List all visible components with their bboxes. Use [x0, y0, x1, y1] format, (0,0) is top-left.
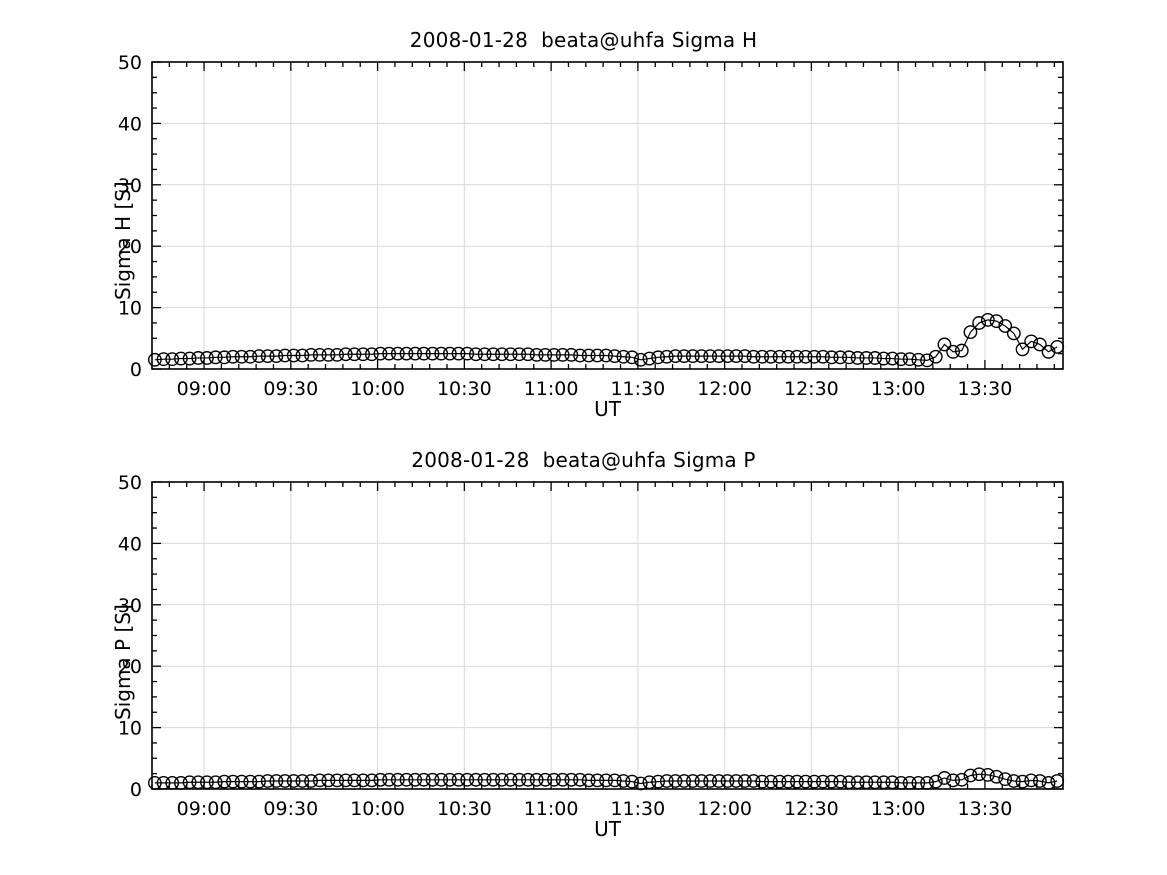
- x-axis-label-sigma-p: UT: [594, 817, 621, 841]
- svg-text:10:30: 10:30: [437, 378, 492, 400]
- plot-area-sigma-p: 0 10 20 30 40 50 09:00 09:30 10:00 10:30 11:00 11:3…: [118, 472, 1065, 820]
- x-axis-label-sigma-h: UT: [594, 397, 621, 421]
- svg-text:13:30: 13:30: [958, 798, 1013, 820]
- svg-text:10: 10: [118, 298, 142, 320]
- svg-text:12:00: 12:00: [697, 798, 752, 820]
- svg-text:10:30: 10:30: [437, 798, 492, 820]
- svg-text:12:30: 12:30: [784, 378, 839, 400]
- svg-text:40: 40: [118, 113, 142, 135]
- plot-area-sigma-h: 0 10 20 30 40 50 09:00 09:30 10:00 10:30 11:00 11:3…: [118, 52, 1065, 400]
- svg-text:13:30: 13:30: [958, 378, 1013, 400]
- svg-text:30: 30: [118, 595, 142, 617]
- svg-text:50: 50: [118, 52, 142, 74]
- panel-sigma-h: 2008-01-28 beata@uhfa Sigma H Sigma H [S…: [0, 0, 1167, 430]
- svg-text:11:00: 11:00: [524, 798, 579, 820]
- svg-text:40: 40: [118, 533, 142, 555]
- svg-text:13:00: 13:00: [871, 798, 926, 820]
- svg-text:13:00: 13:00: [871, 378, 926, 400]
- svg-text:12:30: 12:30: [784, 798, 839, 820]
- svg-text:10: 10: [118, 718, 142, 740]
- chart-title-sigma-h: 2008-01-28 beata@uhfa Sigma H: [409, 28, 758, 52]
- chart-title-sigma-p: 2008-01-28 beata@uhfa Sigma P: [411, 448, 756, 472]
- svg-text:10:00: 10:00: [350, 798, 405, 820]
- svg-text:09:30: 09:30: [263, 798, 318, 820]
- svg-text:11:30: 11:30: [610, 798, 665, 820]
- svg-text:30: 30: [118, 175, 142, 197]
- svg-text:20: 20: [118, 236, 142, 258]
- svg-text:50: 50: [118, 472, 142, 494]
- svg-text:11:00: 11:00: [524, 378, 579, 400]
- panel-sigma-p: 2008-01-28 beata@uhfa Sigma P Sigma P [S…: [0, 420, 1167, 875]
- svg-text:0: 0: [130, 779, 142, 801]
- svg-text:12:00: 12:00: [697, 378, 752, 400]
- svg-text:09:00: 09:00: [177, 798, 232, 820]
- svg-text:20: 20: [118, 656, 142, 678]
- svg-text:0: 0: [130, 359, 142, 381]
- svg-text:09:00: 09:00: [177, 378, 232, 400]
- svg-text:11:30: 11:30: [610, 378, 665, 400]
- svg-text:10:00: 10:00: [350, 378, 405, 400]
- svg-text:09:30: 09:30: [263, 378, 318, 400]
